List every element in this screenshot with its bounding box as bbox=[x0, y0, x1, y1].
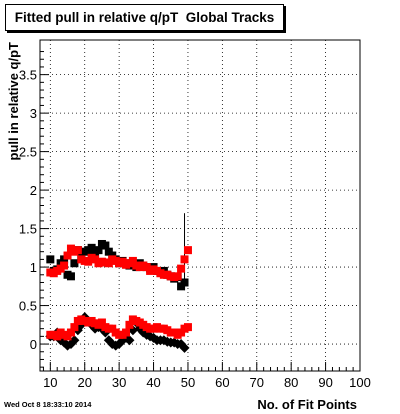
y-tick-label: 2.5 bbox=[19, 145, 37, 160]
data-point bbox=[97, 318, 106, 327]
y-axis-label: pull in relative q/pT bbox=[6, 42, 21, 161]
y-tick-label: 3 bbox=[30, 106, 37, 121]
data-point bbox=[125, 320, 134, 329]
data-point bbox=[73, 246, 82, 255]
series-3 bbox=[46, 315, 192, 341]
data-point bbox=[87, 243, 96, 252]
x-tick-label: 40 bbox=[146, 375, 160, 390]
y-tick-label: 0.5 bbox=[19, 299, 37, 314]
y-tick-label: 0 bbox=[30, 337, 37, 352]
data-point bbox=[101, 241, 110, 250]
x-axis-label: No. of Fit Points bbox=[257, 397, 357, 412]
data-point bbox=[124, 335, 135, 346]
data-point bbox=[69, 335, 80, 346]
data-point bbox=[179, 342, 190, 353]
data-point bbox=[122, 328, 131, 337]
data-marks bbox=[45, 213, 192, 353]
tick-labels: 10 20 30 40 50 60 70 80 90 100 0 0.5 1 1.5 2 2.5 3 3.5 bbox=[19, 68, 371, 390]
x-tick-label: 80 bbox=[284, 375, 298, 390]
data-point bbox=[60, 261, 69, 270]
data-point bbox=[46, 255, 55, 264]
series-1 bbox=[46, 244, 192, 282]
chart-title: Fitted pull in relative q/pT Global Trac… bbox=[5, 4, 284, 31]
data-point bbox=[177, 264, 186, 273]
data-point bbox=[70, 323, 79, 332]
x-tick-label: 20 bbox=[77, 375, 91, 390]
x-tick-label: 100 bbox=[349, 375, 371, 390]
data-point bbox=[183, 246, 192, 255]
y-tick-label: 1.5 bbox=[19, 222, 37, 237]
data-point bbox=[173, 272, 182, 281]
x-tick-label: 90 bbox=[318, 375, 332, 390]
data-point bbox=[94, 246, 103, 255]
y-tick-label: 2 bbox=[30, 183, 37, 198]
x-tick-label: 60 bbox=[215, 375, 229, 390]
data-point bbox=[183, 323, 192, 332]
data-point bbox=[70, 259, 79, 268]
data-point bbox=[63, 251, 72, 260]
y-tick-label: 3.5 bbox=[19, 68, 37, 83]
data-point bbox=[66, 328, 75, 337]
x-tick-label: 10 bbox=[43, 375, 57, 390]
timestamp: Wed Oct 8 18:33:10 2014 bbox=[4, 400, 92, 409]
data-point bbox=[66, 272, 75, 281]
x-tick-label: 30 bbox=[112, 375, 126, 390]
data-point bbox=[180, 255, 189, 264]
grid-lines bbox=[40, 40, 361, 371]
axis-ticks bbox=[40, 51, 361, 371]
data-point bbox=[128, 256, 137, 265]
y-tick-label: 1 bbox=[30, 260, 37, 275]
data-point bbox=[180, 278, 189, 287]
x-tick-label: 70 bbox=[250, 375, 264, 390]
x-tick-label: 50 bbox=[181, 375, 195, 390]
